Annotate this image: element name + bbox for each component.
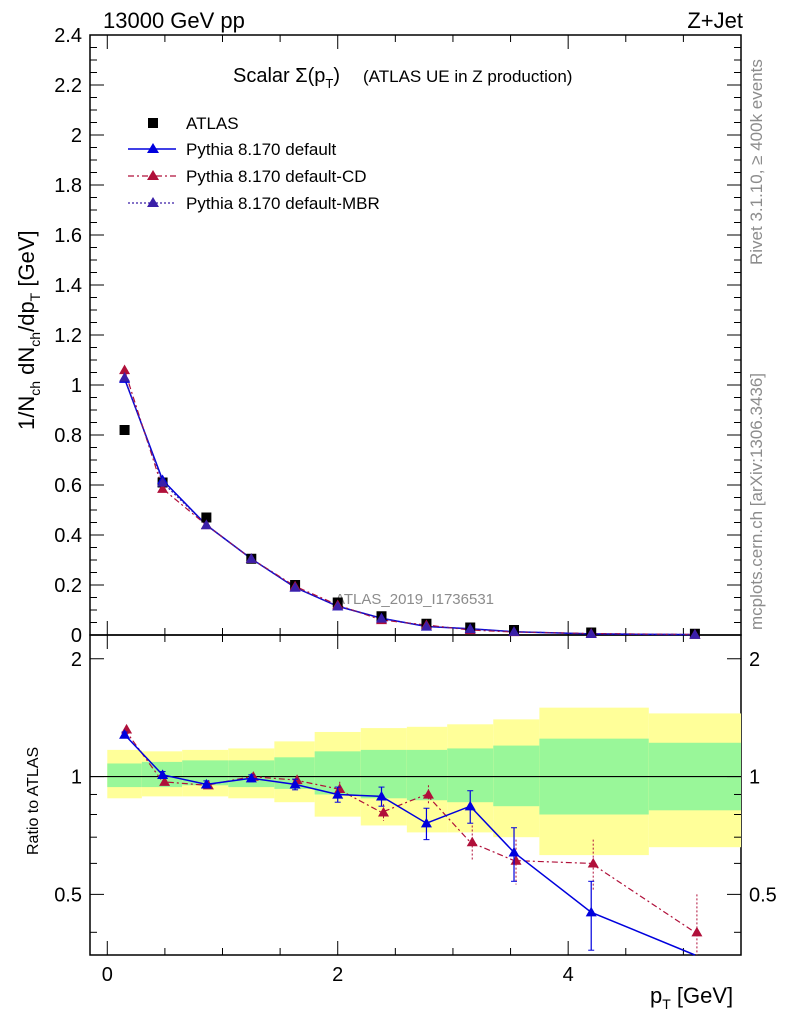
y-tick-label: 1.6 (54, 225, 82, 247)
x-tick-label: 2 (332, 964, 343, 986)
ratio-point-cd (510, 855, 522, 865)
ratio-point-default (289, 778, 301, 789)
band-inner (107, 763, 142, 788)
ratio-point-default (245, 772, 257, 783)
series-line-cd (123, 369, 695, 636)
legend-mbr-label: Pythia 8.170 default-MBR (186, 194, 380, 213)
y-tick-label: 1.8 (54, 175, 82, 197)
y-tick-label: 1.2 (54, 325, 82, 347)
main-axes: 00.20.40.60.811.21.41.61.822.22.40 2 4 (54, 25, 742, 986)
series-point-mbr (245, 553, 257, 563)
ratio-y-tick-label-right: 0.5 (749, 884, 777, 906)
ratio-point-cd (587, 857, 599, 868)
ratio-point-default (464, 800, 476, 811)
y-tick-label: 1 (71, 375, 82, 397)
ratio-point-cd (378, 806, 390, 817)
ratio-point-default (376, 790, 388, 801)
series-point-mbr (157, 477, 169, 487)
ratio-point-default (157, 769, 169, 779)
ratio-y-tick-label-right: 2 (749, 649, 760, 671)
ratio-point-default (508, 846, 520, 857)
ratio-point-default (420, 817, 432, 828)
x-tick-label: 0 (102, 964, 113, 986)
rivet-label: Rivet 3.1.10, ≥ 400k events (747, 59, 766, 265)
series-point-mbr (420, 620, 432, 631)
ratio-axes: 0.5 0.5 1 1 2 2 (54, 649, 777, 933)
atlas-point (119, 425, 130, 435)
legend: ATLAS Pythia 8.170 default Pythia 8.170 … (128, 114, 380, 213)
header-left: 13000 GeV pp (103, 8, 245, 33)
band-inner (360, 749, 407, 799)
series-point-mbr (508, 626, 520, 636)
y-tick-label: 2.2 (54, 75, 82, 97)
series-point-mbr (464, 623, 476, 634)
ratio-point-cd (159, 776, 171, 786)
ratio-point-cd (466, 836, 478, 847)
ratio-marks (119, 723, 703, 956)
mcplots-label: mcplots.cern.ch [arXiv:1306.3436] (747, 373, 766, 630)
ratio-ylabel: Ratio to ATLAS (25, 747, 42, 855)
header-right: Z+Jet (687, 8, 743, 33)
ratio-point-cd (691, 926, 703, 937)
legend-default-marker (147, 143, 159, 153)
y-tick-label: 0 (71, 625, 82, 647)
ratio-bands (90, 707, 741, 856)
y-tick-label: 0.2 (54, 575, 82, 597)
y-tick-label: 0.8 (54, 425, 82, 447)
ratio-point-default (585, 906, 597, 917)
y-tick-label: 0.4 (54, 525, 82, 547)
main-marks (119, 364, 701, 639)
watermark: ATLAS_2019_I1736531 (335, 591, 494, 608)
ratio-y-tick-label-right: 1 (749, 767, 760, 789)
ratio-point-default (119, 729, 131, 739)
y-tick-label: 1.4 (54, 275, 82, 297)
series-point-mbr (289, 582, 301, 592)
ratio-point-default (200, 778, 212, 789)
series-point-mbr (119, 372, 131, 382)
y-tick-label: 0.6 (54, 475, 82, 497)
plot-title-note: (ATLAS UE in Z production) (363, 67, 572, 86)
ratio-y-tick-label: 1 (71, 767, 82, 789)
ratio-point-cd (422, 788, 434, 799)
main-ylabel: 1/Nch dNch/dpT [GeV] (14, 230, 43, 430)
series-point-mbr (585, 628, 597, 638)
xlabel: pT [GeV] (650, 983, 733, 1012)
legend-cd-label: Pythia 8.170 default-CD (186, 167, 367, 186)
ratio-point-default (332, 788, 344, 799)
legend-cd-marker (147, 170, 159, 180)
ratio-line-cd (124, 729, 696, 933)
series-point-mbr (689, 629, 701, 639)
series-point-cd (157, 483, 169, 493)
atlas-point (201, 512, 212, 523)
ratio-y-tick-label: 2 (71, 649, 82, 671)
plot-title: Scalar Σ(pT) (233, 65, 340, 91)
series-point-mbr (332, 600, 344, 611)
band-inner (493, 745, 540, 807)
y-tick-label: 2 (71, 125, 82, 147)
ratio-y-tick-label: 0.5 (54, 884, 82, 906)
legend-default-label: Pythia 8.170 default (186, 140, 337, 159)
series-point-mbr (200, 519, 212, 530)
y-tick-label: 2.4 (54, 25, 82, 47)
series-point-cd (119, 364, 131, 375)
legend-atlas-marker (148, 118, 158, 128)
series-point-mbr (376, 613, 388, 623)
legend-mbr-marker (147, 197, 159, 207)
ratio-line-default (124, 734, 696, 956)
x-tick-label: 4 (563, 964, 574, 986)
legend-atlas-label: ATLAS (186, 114, 239, 133)
